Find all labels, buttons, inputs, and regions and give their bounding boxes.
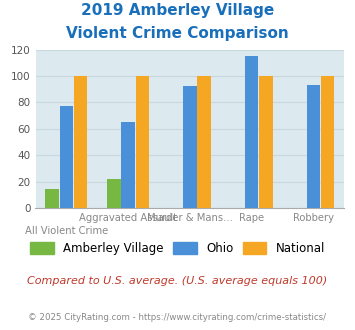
Text: Murder & Mans...: Murder & Mans... bbox=[147, 213, 233, 223]
Bar bbox=[197, 76, 211, 208]
Bar bbox=[45, 189, 59, 208]
Bar bbox=[121, 122, 135, 208]
Bar bbox=[107, 179, 121, 208]
Text: Compared to U.S. average. (U.S. average equals 100): Compared to U.S. average. (U.S. average … bbox=[27, 276, 328, 285]
Text: 2019 Amberley Village: 2019 Amberley Village bbox=[81, 3, 274, 18]
Bar bbox=[60, 106, 73, 208]
Bar bbox=[307, 85, 320, 208]
Text: Violent Crime Comparison: Violent Crime Comparison bbox=[66, 26, 289, 41]
Bar bbox=[245, 56, 258, 208]
Bar bbox=[259, 76, 273, 208]
Text: All Violent Crime: All Violent Crime bbox=[25, 226, 108, 236]
Bar bbox=[321, 76, 334, 208]
Bar bbox=[74, 76, 87, 208]
Text: Rape: Rape bbox=[239, 213, 264, 223]
Bar bbox=[136, 76, 149, 208]
Legend: Amberley Village, Ohio, National: Amberley Village, Ohio, National bbox=[25, 237, 330, 259]
Text: Aggravated Assault: Aggravated Assault bbox=[79, 213, 177, 223]
Text: Robbery: Robbery bbox=[293, 213, 334, 223]
Text: © 2025 CityRating.com - https://www.cityrating.com/crime-statistics/: © 2025 CityRating.com - https://www.city… bbox=[28, 314, 327, 322]
Bar bbox=[183, 86, 197, 208]
